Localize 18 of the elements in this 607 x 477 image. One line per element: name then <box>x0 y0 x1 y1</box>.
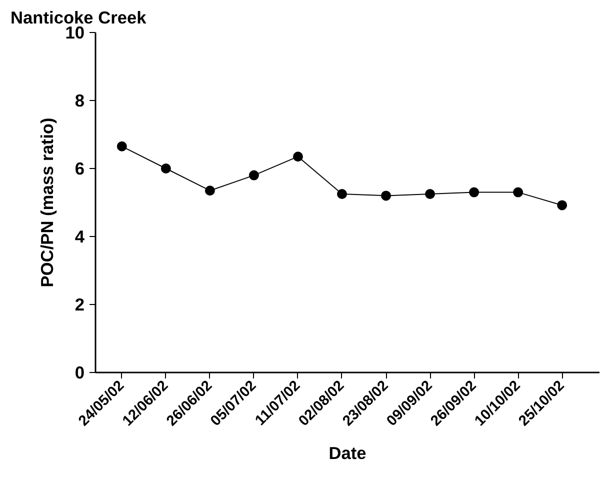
y-axis-title: POC/PN (mass ratio) <box>37 118 58 288</box>
point <box>160 164 171 174</box>
point <box>337 189 347 199</box>
x-axis-title: Date <box>328 443 367 464</box>
point <box>557 200 568 210</box>
point <box>425 189 436 199</box>
y-tick-label: 8 <box>74 90 85 110</box>
point <box>469 187 480 198</box>
y-tick-label: 4 <box>74 226 85 246</box>
point <box>381 190 392 201</box>
point <box>292 152 303 162</box>
y-tick-label: 2 <box>74 294 85 314</box>
point <box>204 186 215 196</box>
y-tick-label: 0 <box>74 362 85 382</box>
y-tick-label: 6 <box>74 158 85 178</box>
point <box>513 187 524 198</box>
point <box>248 170 259 180</box>
point <box>116 141 127 152</box>
